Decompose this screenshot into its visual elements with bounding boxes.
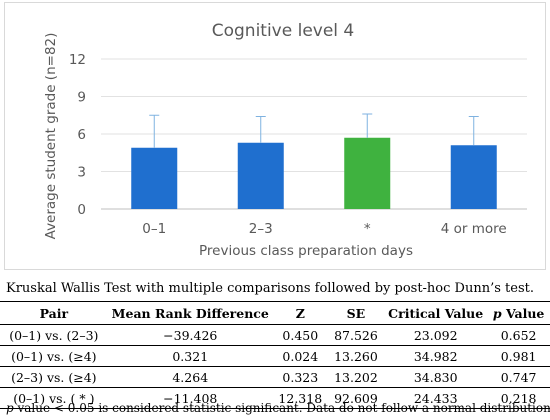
y-tick-labels: 0 3 6 9 12: [69, 52, 86, 218]
cell-pair: (0–1) vs. (2–3): [0, 324, 108, 346]
cell-pair: (0–1) vs. (≥4): [0, 345, 108, 367]
table-row: (0–1) vs. (2–3) −39.426 0.450 87.526 23.…: [0, 324, 550, 346]
cell-critical-value: 34.830: [384, 366, 488, 388]
cell-critical-value: 34.982: [384, 345, 488, 367]
bar: [344, 137, 391, 209]
header-mean-rank-difference: Mean Rank Difference: [111, 305, 269, 321]
cell-mean-rank-difference: 0.321: [107, 345, 273, 367]
cell-se: 13.260: [327, 345, 385, 367]
y-tick-label: 6: [77, 127, 86, 143]
cell-z: 0.323: [272, 366, 328, 388]
footnote-text: value < 0.05 is considered statistic sig…: [13, 401, 550, 415]
x-tick-label: *: [364, 221, 371, 237]
bar: [237, 142, 284, 209]
x-tick-label: 0–1: [142, 221, 166, 237]
bar: [450, 145, 497, 209]
header-critical-value: Critical Value: [388, 305, 484, 321]
x-axis-label: Previous class preparation days: [199, 243, 413, 259]
header-p-value: p Value: [487, 302, 550, 325]
table-caption: Kruskal Wallis Test with multiple compar…: [6, 281, 534, 296]
cell-p-value: 0.652: [487, 324, 550, 346]
x-tick-label: 4 or more: [441, 221, 507, 237]
cell-se: 13.202: [327, 366, 385, 388]
cell-pair: (2–3) vs. (≥4): [0, 366, 108, 388]
cell-z: 0.450: [272, 324, 328, 346]
dunn-test-table: Pair Mean Rank Difference Z SE Critical …: [0, 301, 550, 409]
cell-se: 92.609: [327, 387, 385, 409]
header-pair: Pair: [39, 305, 69, 321]
cell-mean-rank-difference: 4.264: [107, 366, 273, 388]
chart-frame: Cognitive level 4 Average student grade …: [4, 2, 546, 270]
header-z: Z: [295, 305, 305, 321]
header-p-italic: p: [492, 305, 502, 321]
table-row: (0–1) vs. (≥4) 0.321 0.024 13.260 34.982…: [0, 345, 550, 367]
cell-mean-rank-difference: −11.408: [107, 387, 273, 409]
footnote: p value < 0.05 is considered statistic s…: [6, 401, 550, 415]
cell-p-value: 0.981: [487, 345, 550, 367]
bars: [131, 113, 497, 209]
cell-mean-rank-difference: −39.426: [107, 324, 273, 346]
cell-critical-value: 24.433: [384, 387, 488, 409]
y-tick-label: 0: [77, 202, 86, 218]
bar-chart: Cognitive level 4 Average student grade …: [43, 21, 527, 259]
cell-z: 12.318: [272, 387, 328, 409]
cell-se: 87.526: [327, 324, 385, 346]
cell-pair: (0–1) vs. ( * ): [0, 387, 108, 409]
header-p-value-label: Value: [505, 305, 545, 321]
y-tick-label: 9: [77, 90, 86, 106]
x-tick-label: 2–3: [249, 221, 273, 237]
header-se: SE: [346, 305, 366, 321]
y-tick-label: 12: [69, 52, 86, 68]
cell-p-value: 0.747: [487, 366, 550, 388]
bar: [131, 147, 178, 209]
cell-z: 0.024: [272, 345, 328, 367]
table-header-row: Pair Mean Rank Difference Z SE Critical …: [0, 301, 550, 325]
y-axis-label: Average student grade (n=82): [43, 33, 59, 240]
table-row: (0–1) vs. ( * ) −11.408 12.318 92.609 24…: [0, 387, 550, 409]
cell-p-value: 0.218: [487, 387, 550, 409]
y-tick-label: 3: [77, 165, 86, 181]
cell-critical-value: 23.092: [384, 324, 488, 346]
chart-title: Cognitive level 4: [212, 21, 355, 41]
footnote-p-italic: p: [6, 401, 14, 415]
x-tick-labels: 0–1 2–3 * 4 or more: [142, 221, 506, 237]
table-row: (2–3) vs. (≥4) 4.264 0.323 13.202 34.830…: [0, 366, 550, 388]
